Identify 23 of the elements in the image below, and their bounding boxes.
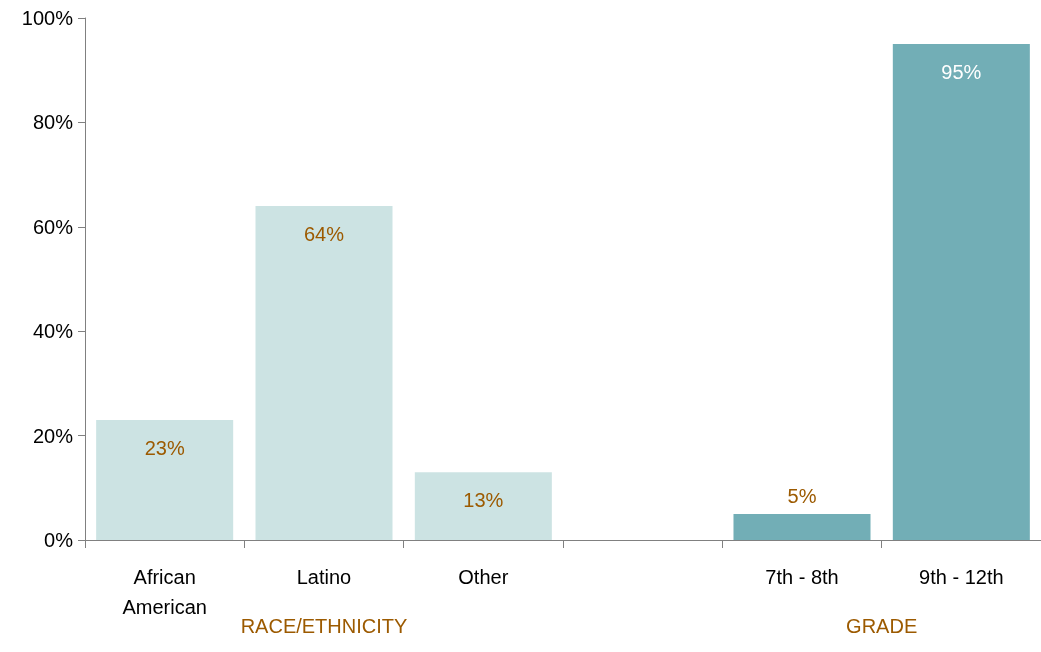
x-tick-label: African American	[122, 566, 207, 618]
y-tick-label: 80%	[32, 111, 74, 134]
x-tick-label: Latino	[296, 566, 352, 588]
bar	[733, 513, 871, 540]
data-label: 13%	[463, 489, 504, 512]
data-label: 5%	[787, 484, 817, 507]
y-tick-label: 40%	[32, 320, 74, 343]
data-label: 64%	[303, 222, 345, 245]
y-tick-label: 60%	[32, 215, 74, 238]
y-tick-label: 100%	[21, 7, 74, 29]
y-tick-label: 20%	[32, 424, 74, 447]
x-tick-label: 9th - 12th	[919, 566, 1004, 588]
bar	[892, 44, 1030, 540]
data-label: 23%	[144, 436, 185, 459]
bar	[414, 472, 552, 540]
text: GRADE	[846, 615, 918, 637]
x-tick-label: 7th - 8th	[765, 566, 839, 588]
bar	[255, 205, 393, 540]
x-tick-label: Other	[458, 566, 509, 588]
y-tick-label: 0%	[44, 529, 74, 551]
data-label: 95%	[941, 61, 982, 84]
bar	[96, 419, 234, 540]
text: RACE/ETHNICITY	[240, 615, 408, 637]
